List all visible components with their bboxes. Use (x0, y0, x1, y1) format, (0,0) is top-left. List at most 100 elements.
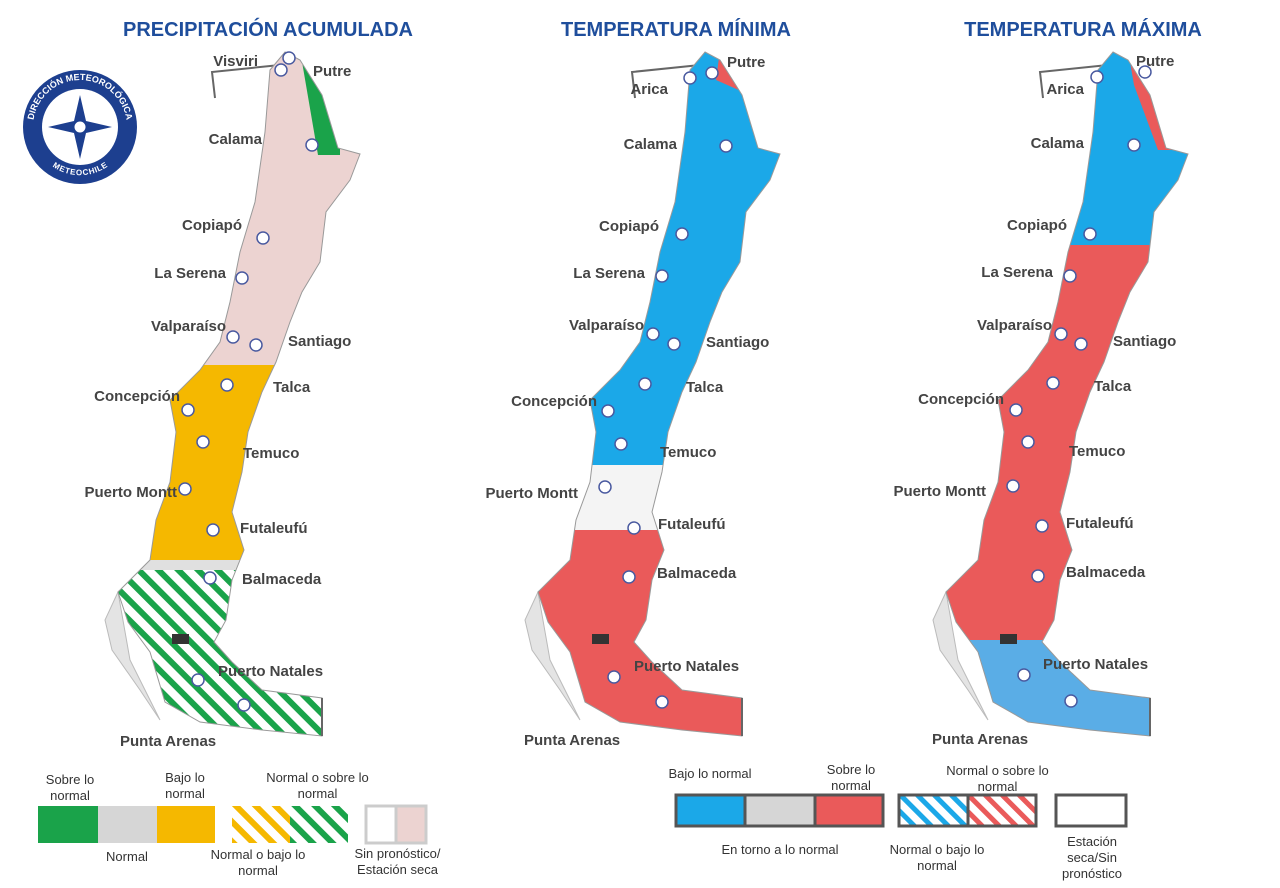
city-label: Punta Arenas (932, 731, 1028, 748)
city-label: Copiapó (599, 218, 659, 235)
legend-label: Bajo lo normal (165, 770, 205, 801)
temp-legend (674, 793, 1128, 828)
station (206, 523, 220, 537)
station (675, 227, 689, 241)
city-label: Concepción (94, 388, 180, 405)
legend-label: Normal o bajo lo normal (889, 842, 985, 873)
city-label: Talca (1094, 378, 1132, 395)
station (1063, 269, 1077, 283)
station (1090, 70, 1104, 84)
city-label: Futaleufú (658, 516, 726, 533)
station (1017, 668, 1031, 682)
city-label: Puerto Natales (1043, 656, 1148, 673)
station (1046, 376, 1060, 390)
station (226, 330, 240, 344)
station (683, 71, 697, 85)
map-outline (945, 51, 1189, 737)
city-label: Putre (1136, 53, 1174, 70)
border-line (210, 64, 281, 99)
station (235, 271, 249, 285)
city-label: Copiapó (182, 217, 242, 234)
station (607, 670, 621, 684)
city-label: Concepción (918, 391, 1004, 408)
city-label: Temuco (660, 444, 716, 461)
station (646, 327, 660, 341)
station (614, 437, 628, 451)
city-label: Calama (624, 136, 678, 153)
city-label: Futaleufú (1066, 515, 1134, 532)
station (1074, 337, 1088, 351)
city-label: Talca (686, 379, 724, 396)
city-label: Santiago (288, 333, 351, 350)
map-title: TEMPERATURA MÁXIMA (964, 18, 1202, 41)
precip-legend (38, 804, 428, 845)
city-label: Copiapó (1007, 217, 1067, 234)
city-label: Puerto Montt (85, 484, 177, 501)
map: Putre Arica Calama Copiapó La Serena Valparaí… (486, 51, 781, 749)
station (274, 63, 288, 77)
logo: DIRECCIÓN METEOROLÓGICA METEOCHILE (23, 70, 137, 184)
city-label: Futaleufú (240, 520, 308, 537)
city-label: Puerto Natales (634, 658, 739, 675)
city-label: Temuco (243, 445, 299, 462)
marker (172, 634, 189, 644)
marker (592, 634, 609, 644)
station (1006, 479, 1020, 493)
station (598, 480, 612, 494)
legend-label: Bajo lo normal (668, 766, 752, 781)
station (655, 695, 669, 709)
city-label: Temuco (1069, 443, 1125, 460)
station (249, 338, 263, 352)
city-label: La Serena (981, 264, 1053, 281)
station (1031, 569, 1045, 583)
map-outline (117, 51, 361, 737)
city-label: Arica (1046, 81, 1084, 98)
region (538, 530, 780, 736)
city-label: Valparaíso (151, 318, 226, 335)
border-line (1038, 64, 1109, 99)
legend-label: Normal o sobre lo normal (946, 763, 1049, 794)
city-label: Concepción (511, 393, 597, 410)
city-label: Punta Arenas (524, 732, 620, 749)
station (1009, 403, 1023, 417)
city-label: La Serena (154, 265, 226, 282)
station (638, 377, 652, 391)
islands (524, 590, 581, 721)
station (237, 698, 251, 712)
legend-label: Normal o sobre lo normal (266, 770, 369, 801)
city-label: Santiago (1113, 333, 1176, 350)
city-label: Punta Arenas (120, 733, 216, 750)
station (1035, 519, 1049, 533)
station (1054, 327, 1068, 341)
city-label: Valparaíso (569, 317, 644, 334)
islands (104, 590, 161, 721)
city-label: Putre (313, 63, 351, 80)
city-label: La Serena (573, 265, 645, 282)
station (256, 231, 270, 245)
city-label: Arica (630, 81, 668, 98)
legend-label: En torno a lo normal (721, 842, 839, 857)
station (191, 673, 205, 687)
station (1138, 65, 1152, 79)
legend-label: Normal o bajo lo normal (210, 847, 306, 878)
city-label: Talca (273, 379, 311, 396)
border-line (630, 64, 701, 99)
map-title: PRECIPITACIÓN ACUMULADA (123, 17, 413, 41)
legend-label: Normal (106, 849, 148, 864)
legend-label: Estación seca/Sin pronóstico (1062, 834, 1122, 881)
station (1021, 435, 1035, 449)
city-label: Santiago (706, 334, 769, 351)
region (946, 245, 1188, 640)
map-title: TEMPERATURA MÍNIMA (561, 18, 791, 41)
station (282, 51, 296, 65)
station (622, 570, 636, 584)
city-label: Calama (1031, 135, 1085, 152)
region (118, 570, 360, 736)
station (1127, 138, 1141, 152)
city-label: Visviri (213, 53, 258, 70)
station (719, 139, 733, 153)
station (178, 482, 192, 496)
station (181, 403, 195, 417)
